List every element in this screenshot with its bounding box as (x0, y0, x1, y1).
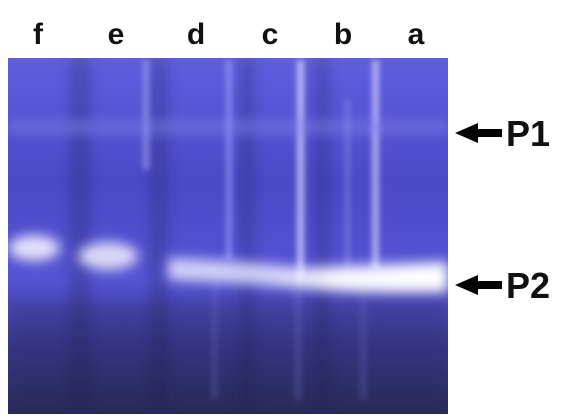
marker-label: P2 (506, 265, 550, 306)
gel (8, 58, 448, 414)
lane-label: c (262, 18, 279, 51)
arrows (455, 123, 502, 295)
lane-label: d (187, 18, 205, 51)
p2-band (8, 235, 448, 293)
lane-labels: f e d c b a (33, 18, 425, 51)
marker-label: P1 (506, 113, 550, 154)
lane-label: f (33, 18, 44, 51)
p2-arrow (455, 275, 502, 295)
p1-band (8, 120, 448, 134)
lane-label: b (334, 18, 352, 51)
lane-label: a (408, 18, 425, 51)
lane-label: e (108, 18, 125, 51)
gel-bottom-shade (8, 300, 448, 414)
p1-arrow (455, 123, 502, 143)
